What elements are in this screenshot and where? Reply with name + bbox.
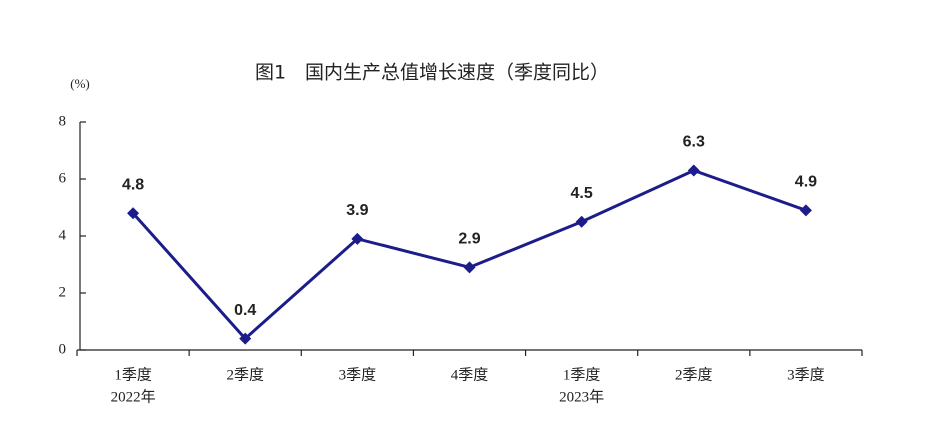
x-group-label: 2022年 [111,388,156,405]
y-tick-label: 8 [59,113,67,129]
value-label: 3.9 [346,202,368,219]
y-tick-label: 2 [59,284,67,300]
value-label: 4.5 [571,185,593,202]
x-tick-label: 1季度 [114,366,152,383]
marker [575,215,588,228]
marker [799,204,812,217]
x-tick-label: 3季度 [339,366,377,383]
value-label: 4.8 [122,176,144,193]
y-tick-label: 4 [59,227,67,243]
x-tick-label: 1季度 [563,366,601,383]
x-tick-label: 2季度 [675,366,713,383]
x-group-label: 2023年 [559,388,604,405]
x-tick-label: 4季度 [451,366,489,383]
marker [351,232,364,245]
y-tick-label: 0 [59,341,67,357]
marker [127,207,140,220]
x-tick-label: 3季度 [787,366,825,383]
value-label: 4.9 [795,174,817,191]
value-label: 0.4 [234,302,256,319]
marker [463,261,476,274]
y-axis-label: (%) [70,76,90,91]
x-tick-label: 2季度 [226,366,264,383]
marker [687,164,700,177]
value-label: 6.3 [683,134,705,151]
value-label: 2.9 [458,231,480,248]
marker [239,332,252,345]
y-tick-label: 6 [59,170,67,186]
chart-title: 图1 国内生产总值增长速度（季度同比） [255,62,609,84]
